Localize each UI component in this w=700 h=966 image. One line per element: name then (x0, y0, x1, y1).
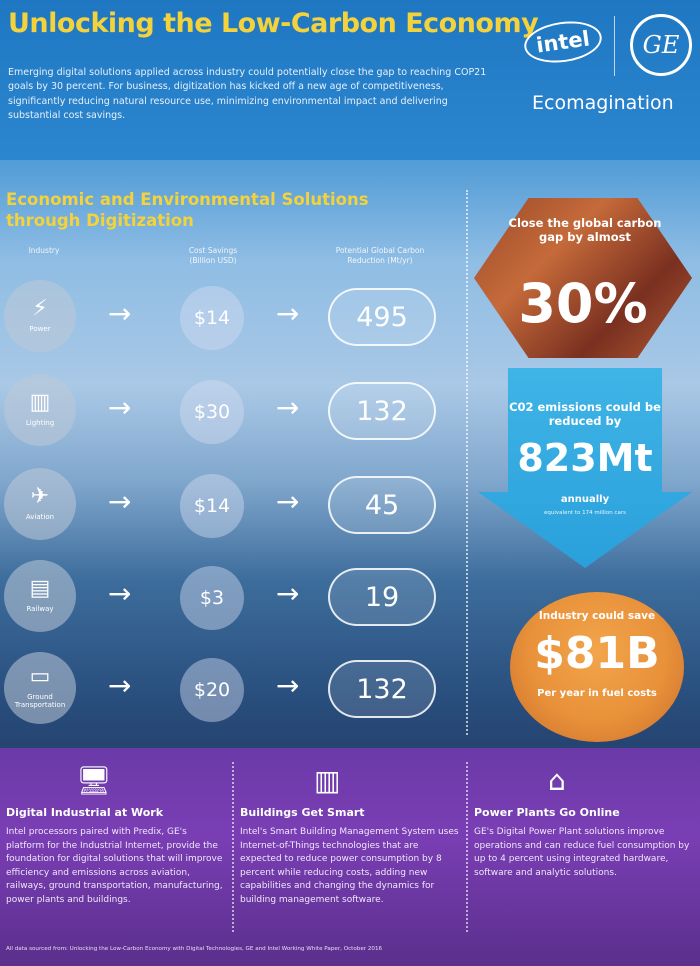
industry-label: Aviation (25, 513, 55, 522)
cost-savings-value: $14 (180, 474, 244, 538)
buildings-icon: ▥ (314, 764, 341, 797)
section-title: Economic and Environmental Solutions thr… (6, 190, 369, 230)
industry-row: ⚡ Power → $14 → 495 (0, 278, 460, 362)
lightning-icon: ⚡ (32, 296, 48, 322)
info-body: Intel processors paired with Predix, GE'… (6, 827, 223, 905)
industry-badge: ▭ Ground Transportation (4, 652, 76, 724)
arrow-right-icon: → (108, 669, 132, 702)
factory-icon: ⌂ (548, 764, 566, 797)
info-body: GE's Digital Power Plant solutions impro… (474, 827, 690, 878)
info-heading: Power Plants Go Online (474, 806, 620, 819)
devices-icon: 🖥 (76, 764, 112, 797)
industry-badge: ✈ Aviation (4, 468, 76, 540)
source-footnote: All data sourced from: Unlocking the Low… (6, 946, 383, 952)
arrow-right-icon: → (276, 297, 300, 330)
arrow-stat-note: equivalent to 174 million cars (544, 510, 626, 516)
arrow-right-icon: → (108, 577, 132, 610)
hexagon-stat-label: Close the global carbon gap by almost (508, 216, 662, 245)
circle-stat-note: Per year in fuel costs (537, 688, 657, 699)
carbon-reduction-value: 45 (328, 476, 436, 534)
arrow-right-icon: → (108, 297, 132, 330)
car-icon: ▭ (29, 664, 51, 690)
info-heading: Buildings Get Smart (240, 806, 365, 819)
arrow-right-icon: → (276, 669, 300, 702)
page-title: Unlocking the Low-Carbon Economy (8, 8, 539, 39)
cost-savings-value: $14 (180, 286, 244, 350)
info-body: Intel's Smart Building Management System… (240, 827, 459, 905)
circle-stat-value: $81B (534, 628, 660, 679)
ecomagination-label: Ecomagination (532, 92, 674, 114)
cost-savings-value: $3 (180, 566, 244, 630)
ge-logo: GE (630, 14, 692, 76)
cost-savings-value: $20 (180, 658, 244, 722)
train-icon: ▤ (29, 576, 51, 602)
column-header-industry: Industry (28, 246, 60, 255)
industry-badge: ▤ Railway (4, 560, 76, 632)
industry-row: ▥ Lighting → $30 → 132 (0, 372, 460, 456)
logo-divider (614, 16, 615, 76)
airplane-icon: ✈ (30, 484, 50, 510)
carbon-reduction-value: 19 (328, 568, 436, 626)
arrow-right-icon: → (108, 391, 132, 424)
intro-text: Emerging digital solutions applied acros… (8, 67, 487, 121)
circle-stat-background (510, 592, 684, 742)
arrow-stat-label: C02 emissions could be reduced by (509, 400, 661, 429)
info-heading: Digital Industrial at Work (6, 806, 164, 819)
carbon-reduction-value: 132 (328, 382, 436, 440)
header: Unlocking the Low-Carbon Economy Emergin… (0, 0, 700, 160)
industry-badge: ⚡ Power (4, 280, 76, 352)
industry-label: Lighting (25, 419, 55, 428)
column-divider (466, 762, 468, 932)
hexagon-stat-value: 30% (518, 272, 648, 335)
industry-row: ✈ Aviation → $14 → 45 (0, 466, 460, 550)
carbon-reduction-value: 132 (328, 660, 436, 718)
industry-label: Ground Transportation (14, 693, 66, 709)
building-icon: ▥ (29, 390, 51, 416)
arrow-right-icon: → (276, 485, 300, 518)
arrow-right-icon: → (108, 485, 132, 518)
arrow-right-icon: → (276, 391, 300, 424)
bottom-panel: 🖥 Digital Industrial at Work Intel proce… (0, 748, 700, 966)
industry-label: Power (29, 325, 51, 334)
arrow-stat-value: 823Mt (517, 436, 653, 480)
column-header-cost: Cost Savings (Billion USD) (188, 246, 238, 266)
industry-badge: ▥ Lighting (4, 374, 76, 446)
industry-row: ▤ Railway → $3 → 19 (0, 558, 460, 642)
arrow-right-icon: → (276, 577, 300, 610)
column-header-carbon: Potential Global Carbon Reduction (Mt/yr… (335, 246, 425, 266)
column-divider (466, 190, 468, 735)
arrow-stat-unit: annually (560, 494, 610, 505)
carbon-reduction-value: 495 (328, 288, 436, 346)
column-divider (232, 762, 234, 932)
industry-label: Railway (26, 605, 54, 614)
industry-row: ▭ Ground Transportation → $20 → 132 (0, 650, 460, 734)
cost-savings-value: $30 (180, 380, 244, 444)
circle-stat-label: Industry could save (538, 610, 656, 622)
